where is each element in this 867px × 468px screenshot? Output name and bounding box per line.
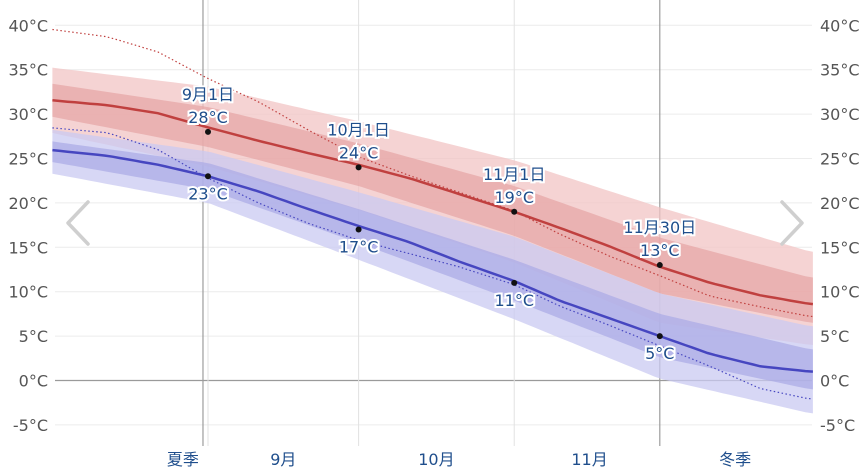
chevron-right-icon xyxy=(780,200,804,246)
y-tick-left: 15°C xyxy=(8,238,48,257)
low-point xyxy=(205,173,211,180)
y-tick-left: -5°C xyxy=(13,416,48,435)
high-band-inner xyxy=(52,83,813,323)
y-tick-right: 15°C xyxy=(820,238,860,257)
high-point xyxy=(205,128,211,135)
record-high-line xyxy=(52,28,813,318)
low-value-label: 11°C xyxy=(494,291,534,310)
y-tick-left: 30°C xyxy=(8,105,48,124)
high-value-label: 24°C xyxy=(339,143,379,162)
y-tick-right: 10°C xyxy=(820,283,860,302)
low-value-label: 5°C xyxy=(645,344,674,363)
low-point xyxy=(656,333,663,340)
high-point xyxy=(656,262,663,269)
high-temp-line xyxy=(52,99,814,306)
y-tick-right: 30°C xyxy=(820,105,860,124)
x-axis-label: 10月 xyxy=(418,450,454,468)
high-value-label: 19°C xyxy=(494,188,534,207)
y-tick-left: 25°C xyxy=(8,150,48,169)
y-tick-left: 0°C xyxy=(19,372,48,391)
date-label: 11月1日 xyxy=(483,165,546,184)
date-label: 11月30日 xyxy=(623,218,696,237)
high-point xyxy=(355,164,362,171)
y-tick-left: 40°C xyxy=(8,16,48,35)
y-tick-left: 10°C xyxy=(8,283,48,302)
low-value-label: 17°C xyxy=(339,238,379,257)
y-tick-right: 20°C xyxy=(820,194,860,213)
x-axis-label: 夏季 xyxy=(167,450,199,468)
date-label: 9月1日 xyxy=(182,85,234,104)
record-low-line xyxy=(52,127,813,400)
y-tick-right: -5°C xyxy=(820,416,855,435)
low-point xyxy=(511,279,518,286)
next-button[interactable] xyxy=(774,198,808,248)
low-value-label: 23°C xyxy=(188,184,228,203)
high-value-label: 28°C xyxy=(188,108,228,127)
low-point xyxy=(355,226,362,233)
x-axis-label: 11月 xyxy=(571,450,607,468)
low-band-inner xyxy=(52,141,813,390)
y-tick-right: 5°C xyxy=(820,327,849,346)
x-axis-label: 冬季 xyxy=(719,450,751,468)
y-tick-left: 20°C xyxy=(8,194,48,213)
prev-button[interactable] xyxy=(62,198,96,248)
y-tick-right: 40°C xyxy=(820,16,860,35)
high-point xyxy=(511,208,518,215)
y-tick-right: 35°C xyxy=(820,61,860,80)
y-tick-left: 35°C xyxy=(8,61,48,80)
low-temp-line xyxy=(52,148,813,373)
x-axis-label: 9月 xyxy=(270,450,296,468)
y-tick-right: 0°C xyxy=(820,372,849,391)
y-tick-left: 5°C xyxy=(19,327,48,346)
y-tick-right: 25°C xyxy=(820,150,860,169)
high-value-label: 13°C xyxy=(640,241,680,260)
date-label: 10月1日 xyxy=(327,120,390,139)
chevron-left-icon xyxy=(66,200,90,246)
